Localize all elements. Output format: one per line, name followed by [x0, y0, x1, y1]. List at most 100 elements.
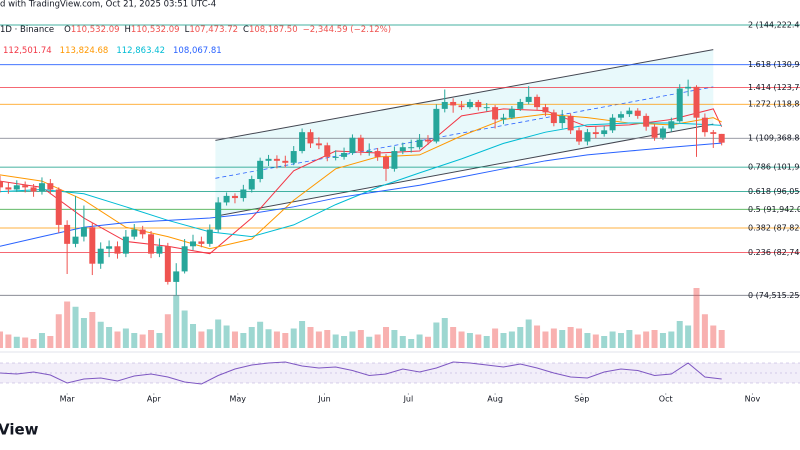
x-tick-label: Sep — [574, 395, 589, 404]
candle-body — [668, 121, 675, 129]
ohlc-value: 110,532.09 — [131, 25, 180, 35]
volume-bar — [701, 314, 708, 348]
time-axis: Mar Apr May Jun Jul Aug Sep Oct Nov — [60, 393, 761, 404]
volume-bar — [500, 333, 507, 348]
volume-bar — [156, 333, 163, 348]
fib-label: 1.414 (123,79 — [748, 83, 800, 92]
candle-body — [122, 236, 129, 254]
ma-value: 112,501.74 — [3, 46, 52, 56]
volume-bar — [416, 334, 423, 348]
volume-bar — [240, 333, 247, 348]
volume-bar — [576, 328, 583, 348]
change: −2,344.59 (−2.12%) — [303, 25, 391, 35]
candle-body — [349, 137, 356, 153]
candle-body — [139, 229, 146, 235]
volume-bar — [299, 321, 306, 348]
volume-bar — [676, 321, 683, 348]
candle-body — [542, 107, 549, 113]
channel-lower — [215, 123, 714, 217]
moving-average — [0, 122, 722, 238]
volume-bar — [609, 331, 616, 348]
ma-value: 113,824.68 — [60, 46, 109, 56]
candle-body — [701, 117, 708, 133]
volume-bar — [668, 331, 675, 348]
volume-bar — [651, 330, 658, 348]
candle-body — [324, 145, 331, 157]
candle-body — [307, 132, 314, 144]
candle-body — [273, 158, 280, 161]
volume-bar — [198, 331, 205, 348]
x-tick-label: Apr — [147, 395, 162, 404]
ohlc-key: C — [243, 25, 249, 35]
candle-body — [617, 114, 624, 118]
moving-average — [0, 142, 722, 247]
candle-body — [13, 185, 20, 190]
candle-body — [492, 107, 499, 120]
volume-bar — [693, 288, 700, 348]
ohlc-key: L — [185, 25, 190, 35]
volume-bar — [710, 325, 717, 348]
ohlc-key: H — [125, 25, 131, 35]
volume-bar — [190, 324, 197, 348]
candle-body — [223, 195, 230, 203]
volume-bar — [391, 330, 398, 348]
candle-body — [399, 147, 406, 152]
volume-bar — [399, 336, 406, 348]
candle-body — [97, 248, 104, 264]
candle-body — [408, 147, 415, 149]
volume-bar — [366, 336, 373, 348]
volume-bar — [148, 330, 155, 348]
volume-bar — [173, 295, 180, 348]
candle-body — [676, 88, 683, 122]
ohlc-value: 107,473.72 — [189, 25, 238, 35]
candle-body — [584, 132, 591, 142]
ohlc-key: O — [64, 25, 71, 35]
fib-label: 0.5 (91,942.0 — [748, 205, 800, 214]
candle-body — [357, 137, 364, 152]
candle-body — [550, 112, 557, 124]
volume-bar — [282, 333, 289, 348]
candle-body — [64, 224, 71, 244]
candle-body — [525, 96, 532, 102]
volume-bar — [223, 325, 230, 348]
candle-body — [651, 126, 658, 138]
volume-bar — [550, 328, 557, 348]
candle-body — [559, 115, 566, 124]
candle-body — [290, 151, 297, 163]
candle-body — [231, 195, 238, 199]
candle-body — [450, 101, 457, 106]
x-tick-label: Jun — [317, 395, 331, 404]
candle-body — [72, 236, 79, 244]
volume-bar — [433, 322, 440, 348]
candle-body — [433, 108, 440, 142]
volume-bar — [55, 314, 62, 348]
publish-line: d with TradingView.com, Oct 21, 2025 03:… — [0, 0, 216, 10]
volume-bar — [290, 328, 297, 348]
volume-bar — [466, 333, 473, 348]
volume-bar — [508, 331, 515, 348]
candle-body — [173, 271, 180, 282]
volume-bar — [80, 318, 87, 348]
volume-bar — [248, 327, 255, 348]
candle-body — [626, 110, 633, 115]
volume-bar — [584, 333, 591, 348]
fib-label: 1.618 (130,90 — [748, 60, 800, 69]
volume-bar — [307, 327, 314, 348]
ma-values: 112,501.74 113,824.68 112,863.42 108,067.81 — [3, 46, 222, 56]
candle-body — [416, 139, 423, 148]
ohlc-value: 108,187.50 — [249, 25, 298, 35]
volume-bar — [643, 331, 650, 348]
x-tick-label: Jul — [403, 395, 414, 404]
volume-bar — [231, 331, 238, 348]
volume-bar — [89, 312, 96, 348]
volume-bar — [114, 331, 121, 348]
candle-body — [634, 110, 641, 116]
volume-bar — [181, 310, 188, 348]
volume-bar — [0, 331, 3, 348]
volume-bar — [617, 333, 624, 348]
candle-body — [282, 160, 289, 163]
candle-body — [517, 101, 524, 109]
volume-bar — [567, 327, 574, 348]
candle-body — [181, 246, 188, 272]
volume-bar — [634, 334, 641, 348]
